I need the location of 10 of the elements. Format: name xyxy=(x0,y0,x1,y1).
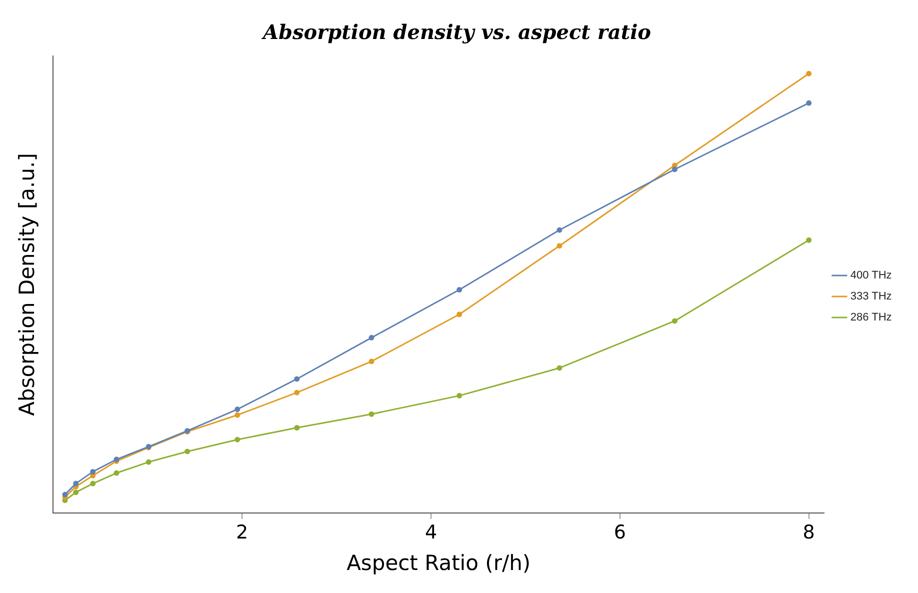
x-axis-title: Aspect Ratio (r/h) xyxy=(346,550,531,575)
x-tick-label: 6 xyxy=(614,521,626,544)
legend-label: 286 THz xyxy=(850,312,892,324)
legend-label: 400 THz xyxy=(850,270,892,282)
x-tick-label: 4 xyxy=(424,521,438,544)
x-tick-label: 2 xyxy=(236,521,248,544)
y-axis-title: Absorption Density [a.u.] xyxy=(15,153,40,416)
legend-label: 333 THz xyxy=(850,290,892,303)
x-tick-label: 8 xyxy=(802,521,815,544)
chart-title: Absorption density vs. aspect ratio xyxy=(260,20,652,44)
